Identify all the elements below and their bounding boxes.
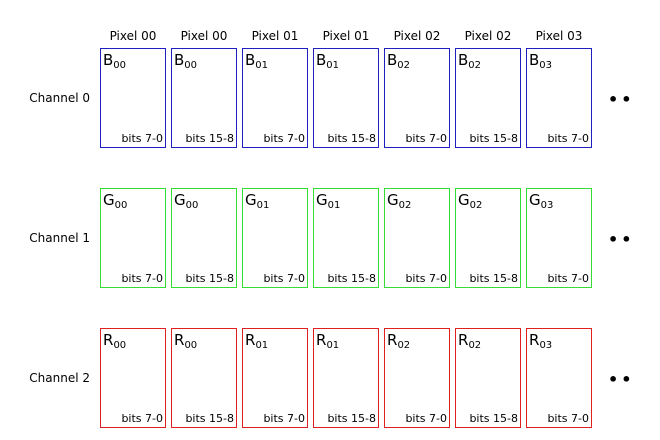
cell-bits-label: bits 7-0: [405, 412, 447, 425]
blue-cell-0: B00 bits 7-0: [100, 48, 166, 148]
cell-component-label: G02: [387, 191, 412, 211]
red-cell-4: R02 bits 7-0: [384, 328, 450, 428]
red-cell-0: R00 bits 7-0: [100, 328, 166, 428]
cell-bits-label: bits 7-0: [547, 412, 589, 425]
cell-bits-label: bits 7-0: [263, 272, 305, 285]
cell-component-label: R01: [245, 331, 269, 351]
channel-label-0: Channel 0: [29, 91, 90, 105]
green-cell-6: G03 bits 7-0: [526, 188, 592, 288]
cell-bits-label: bits 15-8: [327, 272, 376, 285]
cell-bits-label: bits 15-8: [469, 272, 518, 285]
cell-bits-label: bits 7-0: [121, 412, 163, 425]
cell-component-label: G00: [103, 191, 128, 211]
continuation-ellipsis-2: ••: [608, 370, 635, 389]
continuation-ellipsis-1: ••: [608, 230, 635, 249]
cell-component-label: B01: [245, 51, 269, 71]
cell-component-label: B00: [174, 51, 198, 71]
red-cell-2: R01 bits 7-0: [242, 328, 308, 428]
green-cell-2: G01 bits 7-0: [242, 188, 308, 288]
cell-bits-label: bits 15-8: [469, 412, 518, 425]
pixel-header-4: Pixel 02: [393, 29, 441, 43]
cell-component-label: G00: [174, 191, 199, 211]
pixel-header-0: Pixel 00: [109, 29, 157, 43]
green-cell-0: G00 bits 7-0: [100, 188, 166, 288]
blue-cell-3: B01 bits 15-8: [313, 48, 379, 148]
cell-bits-label: bits 15-8: [469, 132, 518, 145]
green-cell-3: G01 bits 15-8: [313, 188, 379, 288]
cell-component-label: B00: [103, 51, 127, 71]
cell-bits-label: bits 7-0: [405, 272, 447, 285]
cell-component-label: G03: [529, 191, 554, 211]
cell-bits-label: bits 7-0: [263, 412, 305, 425]
blue-cell-1: B00 bits 15-8: [171, 48, 237, 148]
cell-component-label: R02: [387, 331, 411, 351]
green-cell-1: G00 bits 15-8: [171, 188, 237, 288]
blue-cell-5: B02 bits 15-8: [455, 48, 521, 148]
cell-component-label: B03: [529, 51, 553, 71]
cell-bits-label: bits 7-0: [547, 272, 589, 285]
cell-component-label: B01: [316, 51, 340, 71]
red-cell-5: R02 bits 15-8: [455, 328, 521, 428]
channel-label-1: Channel 1: [29, 231, 90, 245]
cell-bits-label: bits 7-0: [121, 132, 163, 145]
cell-component-label: R03: [529, 331, 553, 351]
cell-component-label: R00: [174, 331, 198, 351]
green-cell-5: G02 bits 15-8: [455, 188, 521, 288]
red-cell-1: R00 bits 15-8: [171, 328, 237, 428]
cell-bits-label: bits 7-0: [547, 132, 589, 145]
cell-bits-label: bits 15-8: [327, 132, 376, 145]
channel-label-2: Channel 2: [29, 371, 90, 385]
cell-component-label: G02: [458, 191, 483, 211]
green-cell-4: G02 bits 7-0: [384, 188, 450, 288]
pixel-header-2: Pixel 01: [251, 29, 299, 43]
cell-bits-label: bits 15-8: [185, 272, 234, 285]
cell-bits-label: bits 7-0: [405, 132, 447, 145]
cell-component-label: G01: [245, 191, 270, 211]
blue-cell-6: B03 bits 7-0: [526, 48, 592, 148]
blue-cell-4: B02 bits 7-0: [384, 48, 450, 148]
red-cell-6: R03 bits 7-0: [526, 328, 592, 428]
cell-bits-label: bits 7-0: [263, 132, 305, 145]
cell-component-label: B02: [387, 51, 411, 71]
continuation-ellipsis-0: ••: [608, 90, 635, 109]
cell-component-label: R00: [103, 331, 127, 351]
pixel-header-3: Pixel 01: [322, 29, 370, 43]
cell-component-label: B02: [458, 51, 482, 71]
pixel-header-1: Pixel 00: [180, 29, 228, 43]
cell-bits-label: bits 15-8: [185, 132, 234, 145]
red-cell-3: R01 bits 15-8: [313, 328, 379, 428]
pixel-header-5: Pixel 02: [464, 29, 512, 43]
blue-cell-2: B01 bits 7-0: [242, 48, 308, 148]
pixel-header-6: Pixel 03: [535, 29, 583, 43]
cell-component-label: R01: [316, 331, 340, 351]
cell-bits-label: bits 15-8: [327, 412, 376, 425]
cell-bits-label: bits 7-0: [121, 272, 163, 285]
cell-component-label: R02: [458, 331, 482, 351]
cell-component-label: G01: [316, 191, 341, 211]
cell-bits-label: bits 15-8: [185, 412, 234, 425]
